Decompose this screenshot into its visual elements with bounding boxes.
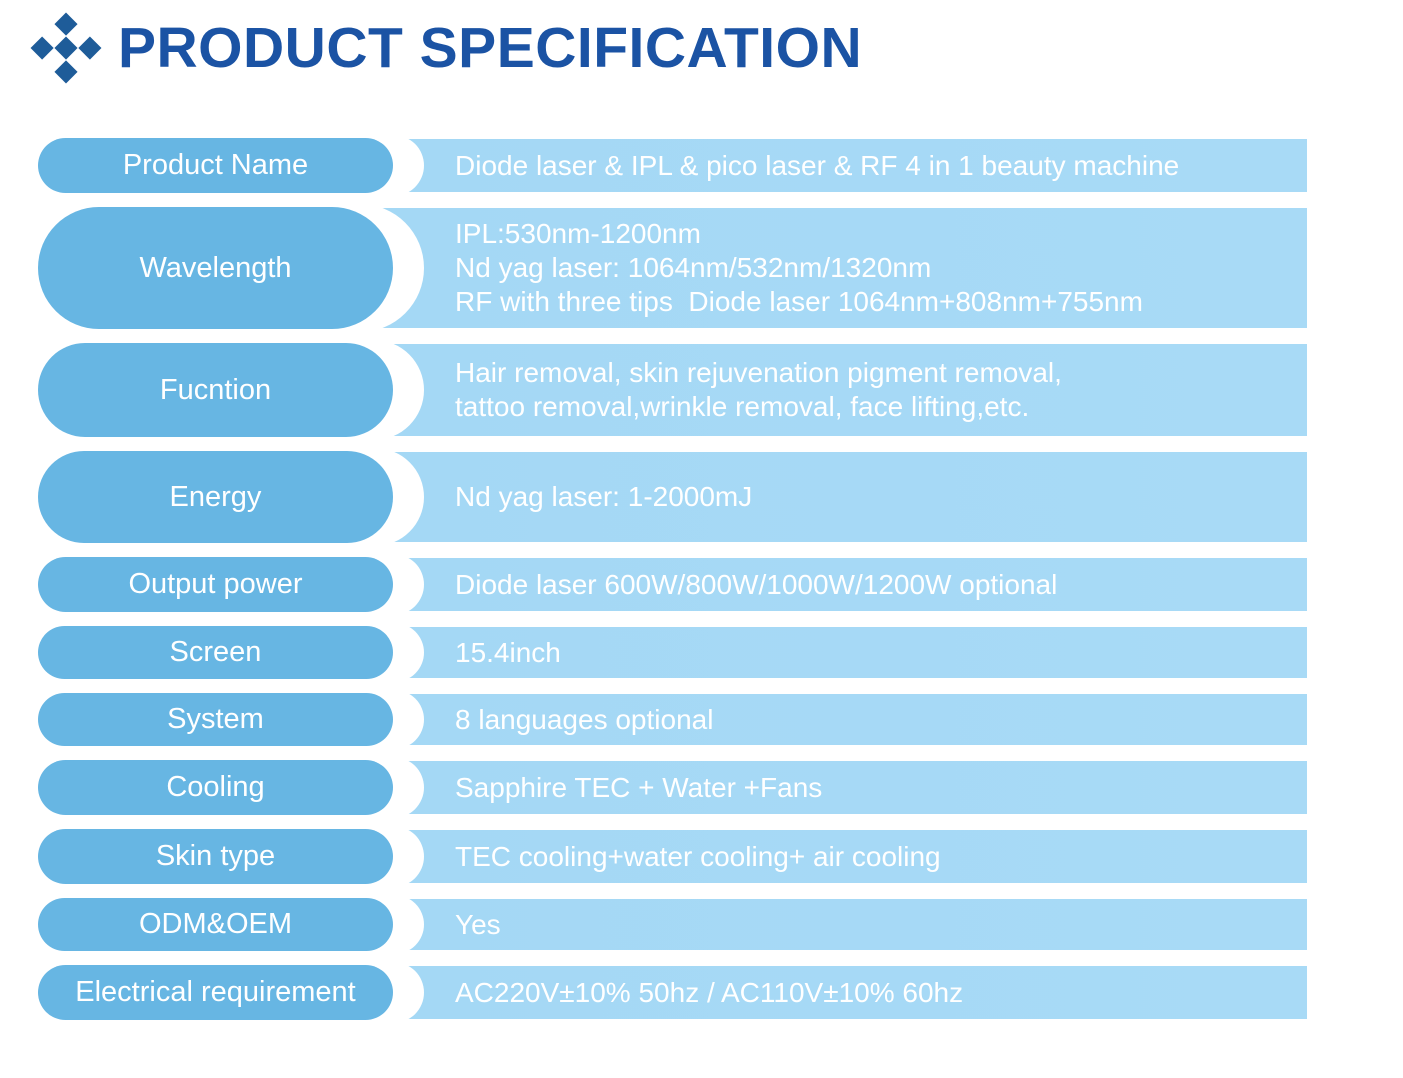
spec-label-pill: Cooling	[38, 760, 393, 815]
spec-value: 8 languages optional	[455, 703, 714, 735]
spec-row-wavelength: IPL:530nm-1200nm Nd yag laser: 1064nm/53…	[0, 204, 1403, 332]
spec-label-pill: Energy	[38, 451, 393, 543]
spec-value: AC220V±10% 50hz / AC110V±10% 60hz	[455, 976, 964, 1008]
spec-label: Screen	[169, 636, 262, 668]
spec-table: Diode laser & IPL & pico laser & RF 4 in…	[0, 135, 1403, 1023]
spec-label: Fucntion	[159, 373, 272, 406]
spec-value: Nd yag laser: 1064nm/532nm/1320nm	[455, 252, 932, 283]
spec-label-pill: ODM&OEM	[38, 898, 393, 951]
spec-label-pill: Wavelength	[38, 207, 393, 329]
spec-row-output-power: Diode laser 600W/800W/1000W/1200W option…	[0, 554, 1403, 615]
spec-label-pill: Product Name	[38, 138, 393, 193]
spec-row-function: Hair removal, skin rejuvenation pigment …	[0, 340, 1403, 440]
spec-value: IPL:530nm-1200nm	[455, 218, 701, 249]
spec-row-screen: 15.4inch Screen	[0, 623, 1403, 682]
spec-label-pill: System	[38, 693, 393, 746]
diamond-cluster-icon	[30, 12, 102, 84]
spec-value: 15.4inch	[455, 636, 561, 668]
spec-label-pill: Screen	[38, 626, 393, 679]
spec-label: Energy	[169, 480, 262, 513]
spec-value: TEC cooling+water cooling+ air cooling	[455, 840, 941, 872]
spec-value: Diode laser & IPL & pico laser & RF 4 in…	[455, 149, 1180, 181]
spec-value-bar: 15.4inch	[358, 627, 1307, 678]
page-title: PRODUCT SPECIFICATION	[118, 16, 863, 80]
spec-row-odm-oem: Yes ODM&OEM	[0, 895, 1403, 954]
spec-label: Output power	[128, 568, 303, 600]
spec-label: Wavelength	[139, 251, 292, 284]
spec-label: Product Name	[122, 149, 309, 181]
spec-value: Diode laser 600W/800W/1000W/1200W option…	[455, 568, 1058, 600]
spec-row-skin-type: TEC cooling+water cooling+ air cooling S…	[0, 826, 1403, 887]
spec-value-bar: 8 languages optional	[358, 694, 1307, 745]
spec-label-pill: Fucntion	[38, 343, 393, 437]
spec-value-bar: Sapphire TEC + Water +Fans	[358, 761, 1307, 814]
spec-label: Cooling	[166, 771, 265, 803]
spec-value: Sapphire TEC + Water +Fans	[455, 771, 823, 803]
spec-value-bar: Hair removal, skin rejuvenation pigment …	[358, 344, 1307, 436]
spec-value-bar: Diode laser & IPL & pico laser & RF 4 in…	[358, 139, 1307, 192]
spec-value-bar: Diode laser 600W/800W/1000W/1200W option…	[358, 558, 1307, 611]
spec-row-system: 8 languages optional System	[0, 690, 1403, 749]
spec-value-bar: Yes	[358, 899, 1307, 950]
spec-label-pill: Electrical requirement	[38, 965, 393, 1020]
spec-value: Nd yag laser: 1-2000mJ	[455, 481, 753, 512]
spec-label: Skin type	[155, 840, 276, 872]
spec-label: Electrical requirement	[75, 976, 356, 1008]
spec-label-pill: Skin type	[38, 829, 393, 884]
spec-value-bar: TEC cooling+water cooling+ air cooling	[358, 830, 1307, 883]
spec-value-bar: Nd yag laser: 1-2000mJ	[358, 452, 1307, 542]
spec-row-cooling: Sapphire TEC + Water +Fans Cooling	[0, 757, 1403, 818]
spec-value: tattoo removal,wrinkle removal, face lif…	[455, 391, 1030, 422]
spec-label-pill: Output power	[38, 557, 393, 612]
spec-value-bar: IPL:530nm-1200nm Nd yag laser: 1064nm/53…	[358, 208, 1307, 328]
page-header: PRODUCT SPECIFICATION	[0, 0, 1403, 86]
spec-label: ODM&OEM	[138, 908, 293, 940]
spec-row-electrical-requirement: AC220V±10% 50hz / AC110V±10% 60hz Electr…	[0, 962, 1403, 1023]
spec-value-bar: AC220V±10% 50hz / AC110V±10% 60hz	[358, 966, 1307, 1019]
spec-value: RF with three tips Diode laser 1064nm+80…	[455, 286, 1143, 317]
spec-row-energy: Nd yag laser: 1-2000mJ Energy	[0, 448, 1403, 546]
spec-label: System	[167, 703, 264, 735]
spec-row-product-name: Diode laser & IPL & pico laser & RF 4 in…	[0, 135, 1403, 196]
spec-value: Yes	[455, 908, 501, 940]
spec-value: Hair removal, skin rejuvenation pigment …	[455, 357, 1062, 388]
